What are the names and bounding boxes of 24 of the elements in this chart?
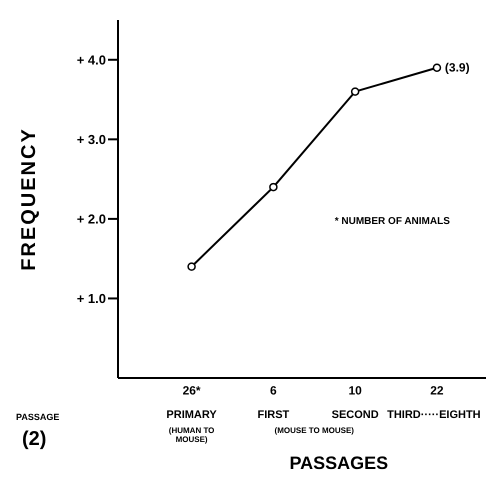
text: (2)	[22, 428, 46, 451]
y-tick-label: + 1.0	[76, 291, 106, 306]
point	[350, 87, 360, 96]
text: PASSAGE	[16, 412, 60, 422]
text: PRIMARY	[166, 409, 217, 421]
point	[269, 182, 278, 192]
y-axis-title: FREQUENCY	[18, 127, 40, 271]
text: SECOND	[332, 409, 379, 421]
text: THIRD·····EIGHTH	[387, 409, 481, 421]
y-tick-label: + 4.0	[76, 52, 106, 68]
x-tick-label: 26*	[182, 384, 201, 398]
x-tick-label: 6	[270, 384, 278, 398]
text: FIRST	[257, 409, 290, 421]
point	[432, 63, 442, 72]
text: (HUMAN TO MOUSE)	[168, 426, 216, 444]
y-tick-label: + 3.0	[76, 132, 106, 147]
y-tick-label: + 2.0	[76, 212, 106, 227]
data-label: (3.9)	[444, 60, 470, 75]
x-tick-label: 10	[348, 384, 362, 398]
point	[187, 262, 196, 271]
x-axis-title: PASSAGES	[289, 453, 388, 474]
x-tick-label: 22	[430, 384, 444, 398]
annotation: * NUMBER OF ANIMALS	[334, 216, 450, 227]
text: (MOUSE TO MOUSE)	[274, 426, 354, 435]
